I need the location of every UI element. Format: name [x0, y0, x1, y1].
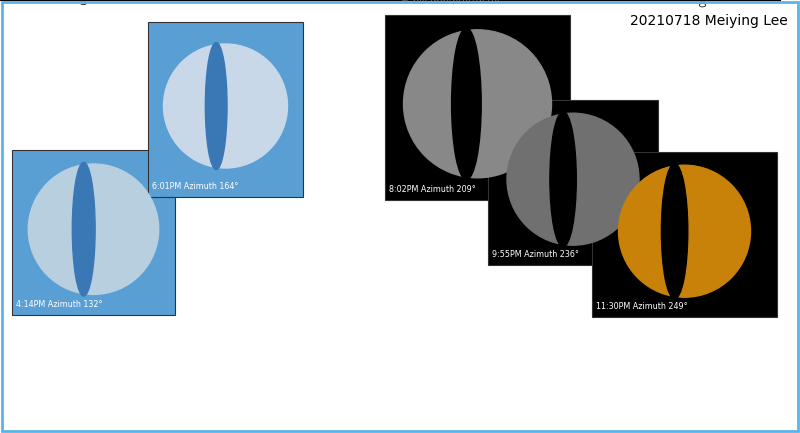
- Bar: [12, 150, 175, 315]
- Text: © pili.app/protractor: © pili.app/protractor: [399, 0, 501, 4]
- Bar: [592, 152, 777, 317]
- Text: 90: 90: [76, 0, 85, 5]
- Ellipse shape: [206, 42, 227, 170]
- Bar: [488, 100, 658, 265]
- Text: W: W: [791, 0, 800, 6]
- Text: 8:02PM Azimuth 209°: 8:02PM Azimuth 209°: [389, 185, 476, 194]
- Text: 4:14PM Azimuth 132°: 4:14PM Azimuth 132°: [16, 300, 102, 309]
- Circle shape: [403, 30, 551, 178]
- Circle shape: [163, 44, 287, 168]
- Bar: [385, 15, 570, 200]
- Circle shape: [507, 113, 639, 245]
- Ellipse shape: [550, 112, 576, 247]
- Ellipse shape: [662, 164, 688, 299]
- Circle shape: [28, 164, 158, 294]
- Text: 180: 180: [694, 0, 704, 8]
- Text: 9:55PM Azimuth 236°: 9:55PM Azimuth 236°: [492, 250, 579, 259]
- Text: 6:01PM Azimuth 164°: 6:01PM Azimuth 164°: [152, 182, 238, 191]
- Text: 20210718 Meiying Lee: 20210718 Meiying Lee: [630, 14, 788, 28]
- Text: 11:30PM Azimuth 249°: 11:30PM Azimuth 249°: [596, 302, 688, 311]
- Circle shape: [618, 165, 750, 297]
- Ellipse shape: [72, 162, 95, 296]
- Bar: [148, 22, 303, 197]
- Ellipse shape: [451, 28, 482, 180]
